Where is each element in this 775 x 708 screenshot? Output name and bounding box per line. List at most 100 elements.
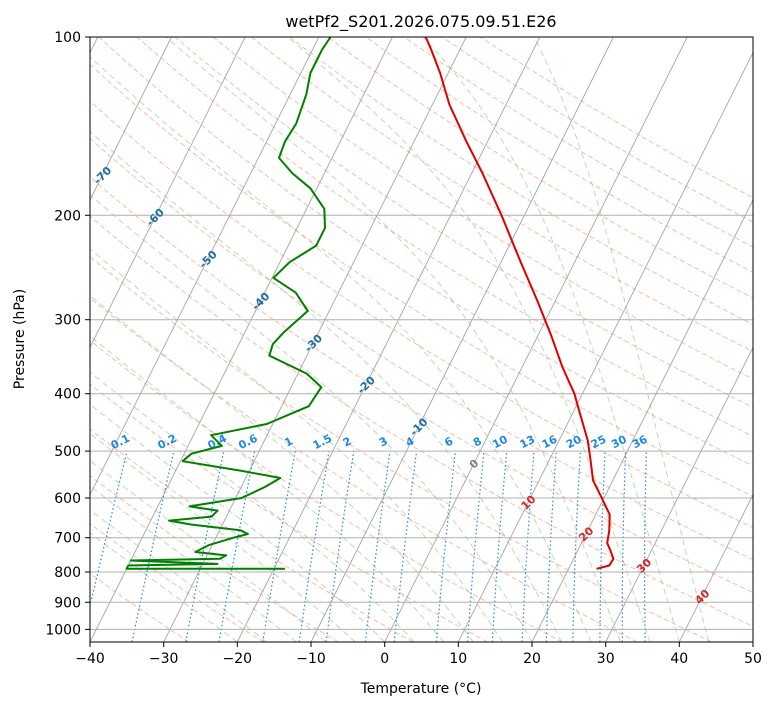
y-tick-label: 400: [54, 387, 81, 403]
mixing-ratio-line: [491, 451, 508, 642]
mixing-ratio-line: [545, 451, 557, 642]
temperature-profile-line: [424, 37, 615, 570]
dry-adiabat-line: [90, 383, 488, 642]
mixing-ratio-label: 16: [540, 433, 560, 452]
y-axis-label: Pressure (hPa): [12, 289, 28, 389]
y-tick-label: 300: [54, 313, 81, 329]
plot-frame: [89, 36, 754, 643]
moist-adiabat-line: [90, 485, 297, 642]
moist-adiabat-line: [90, 56, 592, 642]
isotherm-line: [531, 198, 753, 642]
y-axis: 100 200 300 400 500 600 700 800 900 1000: [45, 30, 90, 638]
dry-adiabat-line: [90, 339, 563, 642]
mixing-ratio-line: [325, 451, 355, 642]
dry-adiabat-line: [289, 37, 753, 326]
y-tick-label: 900: [54, 595, 81, 611]
mixing-ratio-line: [599, 451, 606, 642]
isotherm-line: [384, 37, 688, 642]
mixing-ratio-line: [572, 451, 581, 642]
isotherm-line: [90, 37, 172, 202]
mixing-ratio-line: [466, 451, 485, 642]
dry-adiabat-line: [90, 215, 753, 628]
x-axis-label: Temperature (°C): [360, 681, 482, 697]
dry-adiabat-line: [90, 475, 339, 642]
y-tick-label: 200: [54, 208, 81, 224]
x-tick-label: 30: [597, 651, 615, 667]
isotherm-line: [90, 37, 320, 496]
mixing-ratio-line: [643, 451, 647, 642]
isotherm-line: [605, 346, 753, 642]
dry-adiabat-line: [212, 37, 753, 380]
y-tick-label: 700: [54, 531, 81, 547]
mixing-ratio-label: 25: [589, 433, 609, 452]
dry-adiabat-line: [90, 572, 190, 642]
x-tick-label: −30: [149, 651, 179, 667]
moist-adiabat-line: [90, 509, 268, 642]
mixing-ratio-label: 20: [564, 433, 584, 452]
moist-adiabat-line: [90, 403, 386, 642]
plot-area: -100-90-80-70-60-50-40-30-20-10010203040…: [90, 37, 753, 642]
moist-adiabat-line: [533, 37, 710, 642]
x-tick-label: −10: [296, 651, 326, 667]
x-tick-label: 20: [523, 651, 541, 667]
x-tick-label: 40: [670, 651, 688, 667]
isotherm-lines: [90, 37, 753, 642]
isotherm-line: [457, 51, 753, 642]
x-tick-label: 50: [744, 651, 762, 667]
y-tick-label: 500: [54, 444, 81, 460]
isotherm-line: [90, 37, 393, 642]
mixing-ratio-line: [393, 451, 418, 642]
mixing-ratio-label: 10: [490, 433, 510, 452]
mixing-ratio-label: 13: [518, 433, 538, 452]
mixing-ratio-line: [435, 451, 456, 642]
dry-adiabat-line: [98, 37, 753, 467]
mixing-ratio-line: [262, 450, 296, 642]
x-tick-label: −40: [75, 651, 105, 667]
moist-adiabat-line: [90, 294, 474, 642]
x-axis: −40 −30 −20 −10 0 10 20 30 40 50: [75, 642, 762, 667]
dry-adiabat-line: [90, 297, 638, 642]
dry-adiabat-line: [90, 63, 753, 497]
moist-adiabat-line: [90, 335, 444, 642]
y-tick-label: 100: [54, 30, 81, 46]
dewpoint-profile-line: [125, 37, 332, 570]
x-tick-label: 0: [380, 651, 389, 667]
moist-adiabat-line: [90, 460, 327, 642]
mixing-ratio-line: [185, 450, 225, 642]
dry-adiabat-line: [90, 176, 753, 594]
mixing-ratio-line: [218, 450, 256, 642]
mixing-ratio-line: [131, 450, 175, 642]
dry-adiabat-line: [90, 137, 753, 561]
y-tick-label: 600: [54, 491, 81, 507]
isotherm-line: [678, 493, 753, 642]
dry-adiabat-line: [90, 100, 753, 529]
moist-adiabat-line: [90, 532, 238, 642]
isotherm-line: [163, 37, 467, 642]
chart-title: wetPf2_S201.2026.075.09.51.E26: [285, 12, 556, 32]
dry-adiabat-line: [251, 37, 753, 353]
isotherm-line: [90, 37, 246, 349]
mixing-ratio-line: [298, 451, 330, 642]
moist-adiabat-line: [287, 37, 651, 642]
y-tick-label: 1000: [45, 622, 81, 638]
sounding-series: [125, 37, 615, 570]
x-tick-label: 10: [449, 651, 467, 667]
moist-adiabat-line: [165, 37, 621, 642]
pressure-gridlines: [90, 37, 753, 630]
mixing-ratio-line: [521, 451, 535, 642]
dry-adiabat-line: [90, 255, 712, 642]
moist-adiabat-line: [422, 37, 680, 642]
dry-adiabat-line: [174, 37, 753, 408]
x-tick-label: −20: [223, 651, 253, 667]
mixing-ratio-label: 30: [609, 433, 629, 452]
mixing-ratio-line: [364, 451, 391, 642]
moist-adiabat-line: [90, 432, 356, 642]
moist-adiabats: [90, 37, 710, 642]
moist-adiabat-line: [90, 248, 503, 642]
isotherm-line: [236, 37, 541, 642]
y-tick-label: 800: [54, 565, 81, 581]
mixing-ratio-line: [90, 450, 128, 609]
isotherm-line: [310, 37, 614, 642]
